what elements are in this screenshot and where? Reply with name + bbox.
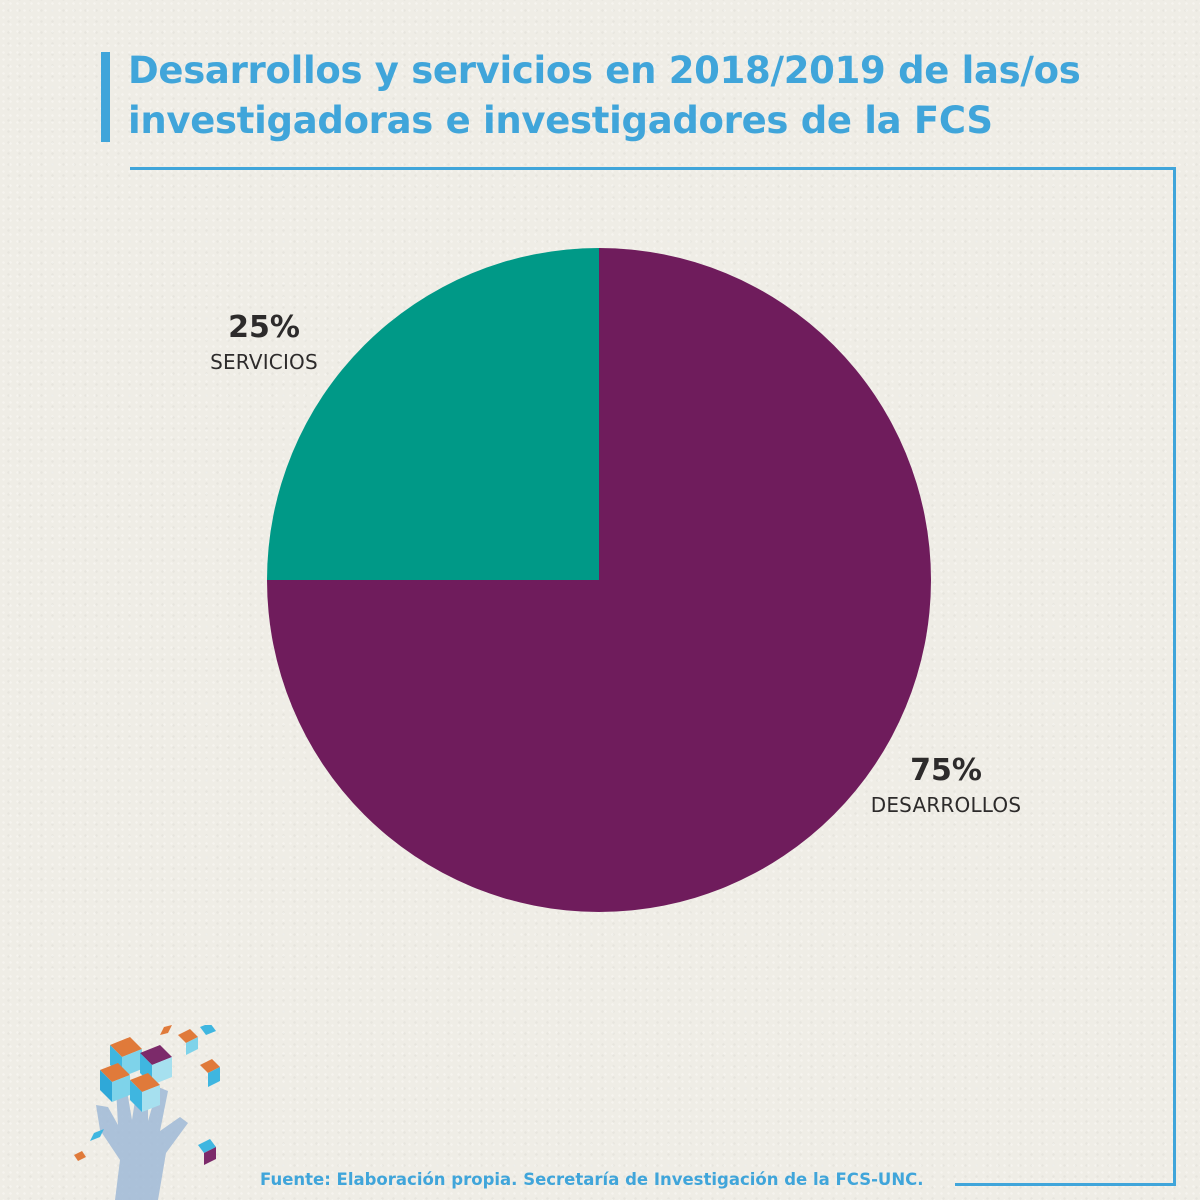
frame-top-line — [130, 167, 1176, 170]
frame-bottom-line — [955, 1183, 1176, 1186]
servicios-category-label: SERVICIOS — [210, 350, 318, 374]
title-line-1: Desarrollos y servicios en 2018/2019 de … — [128, 49, 1081, 92]
desarrollos-percent-label: 75% — [910, 753, 982, 788]
servicios-percent-label: 25% — [228, 310, 300, 345]
desarrollos-category-label: DESARROLLOS — [870, 793, 1022, 817]
chart-title: Desarrollos y servicios en 2018/2019 de … — [128, 46, 1188, 146]
title-accent-bar — [101, 52, 110, 142]
title-line-2: investigadoras e investigadores de la FC… — [128, 99, 993, 142]
pie-slice-servicios — [267, 248, 599, 580]
source-footnote: Fuente: Elaboración propia. Secretaría d… — [260, 1170, 924, 1189]
frame-right-line — [1173, 167, 1176, 1186]
hand-with-cubes-icon — [74, 1025, 220, 1200]
